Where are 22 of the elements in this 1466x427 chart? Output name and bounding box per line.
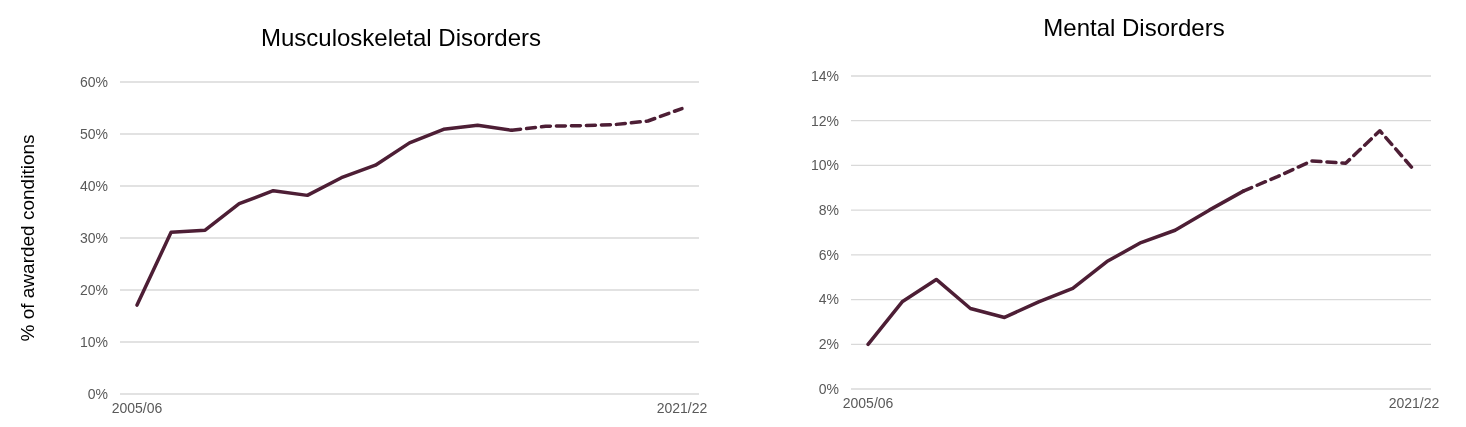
y-tick-label: 14% bbox=[810, 67, 839, 84]
y-tick-label: 10% bbox=[810, 157, 839, 174]
y-axis-title: % of awarded conditions bbox=[17, 134, 38, 342]
y-tick-label: 50% bbox=[79, 125, 108, 142]
y-tick-label: 20% bbox=[79, 281, 108, 298]
chart-title: Musculoskeletal Disorders bbox=[260, 24, 542, 51]
y-tick-label: 10% bbox=[79, 333, 108, 350]
x-tick-label: 2021/22 bbox=[656, 400, 708, 416]
y-tick-label: 12% bbox=[810, 112, 839, 129]
y-tick-label: 0% bbox=[818, 380, 839, 397]
chart-title: Mental Disorders bbox=[1043, 14, 1225, 41]
y-tick-label: 60% bbox=[79, 73, 108, 90]
x-tick-label: 2005/06 bbox=[111, 400, 163, 416]
y-tick-label: 2% bbox=[818, 336, 839, 353]
y-tick-label: 0% bbox=[87, 385, 108, 402]
y-tick-label: 8% bbox=[818, 202, 839, 219]
y-tick-label: 40% bbox=[79, 177, 108, 194]
x-tick-label: 2021/22 bbox=[1388, 395, 1440, 411]
x-tick-label: 2005/06 bbox=[842, 395, 894, 411]
y-tick-label: 6% bbox=[818, 246, 839, 263]
y-tick-label: 30% bbox=[79, 229, 108, 246]
y-tick-label: 4% bbox=[818, 291, 839, 308]
